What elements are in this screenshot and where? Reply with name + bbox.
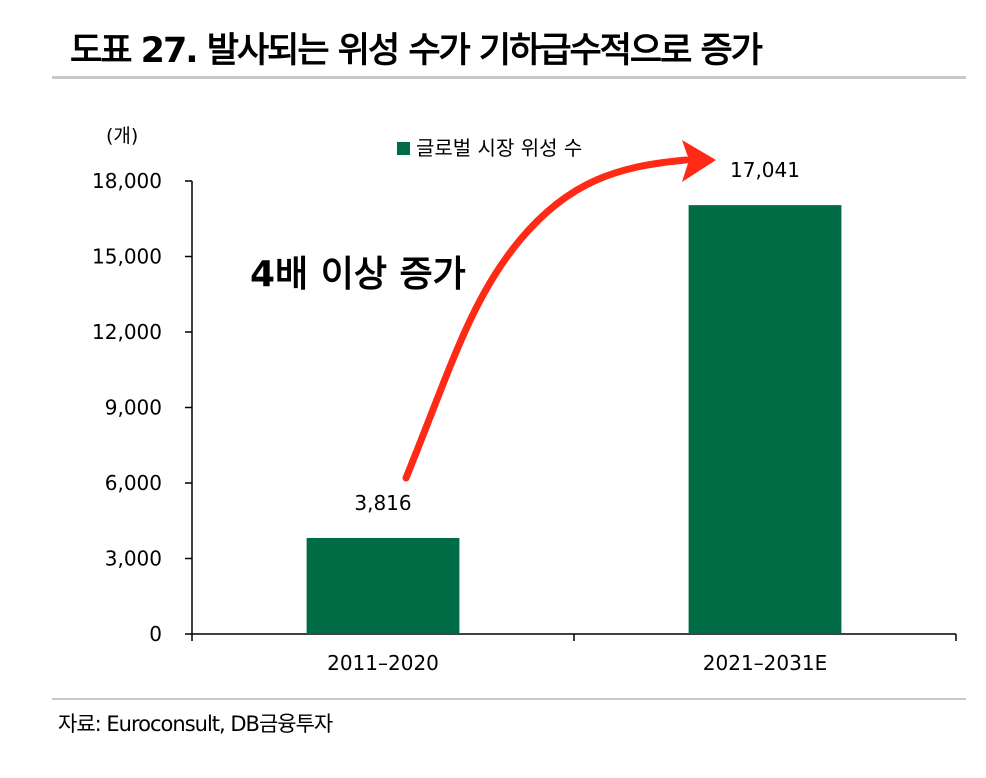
- bar-value-label: 3,816: [354, 491, 411, 515]
- x-tick-label: 2011–2020: [327, 651, 439, 675]
- growth-annotation: 4배 이상 증가: [250, 254, 466, 295]
- y-tick-label: 18,000: [92, 169, 162, 193]
- y-tick-label: 15,000: [92, 245, 162, 269]
- source-divider: [52, 698, 966, 700]
- y-axis-unit-label: (개): [106, 125, 138, 147]
- chart-bars: [306, 205, 842, 634]
- title-divider: [52, 76, 966, 79]
- bar-value-label: 17,041: [730, 158, 800, 182]
- y-tick-label: 3,000: [105, 547, 162, 571]
- bar: [688, 205, 842, 634]
- legend-swatch: [397, 142, 410, 155]
- page-title: 도표 27. 발사되는 위성 수가 기하급수적으로 증가: [70, 31, 763, 71]
- source-note: 자료: Euroconsult, DB금융투자: [58, 712, 333, 736]
- y-tick-label: 6,000: [105, 471, 162, 495]
- y-tick-label: 9,000: [105, 396, 162, 420]
- chart-labels: 0 3,000 6,000 9,000 12,000 15,000 18,000 3,816 2…: [92, 158, 827, 675]
- y-tick-label: 12,000: [92, 320, 162, 344]
- x-tick-label: 2021–2031E: [703, 651, 827, 675]
- legend-label: 글로벌 시장 위성 수: [416, 136, 582, 160]
- growth-arrow: [402, 140, 716, 482]
- bar: [306, 537, 460, 634]
- y-tick-label: 0: [149, 622, 162, 646]
